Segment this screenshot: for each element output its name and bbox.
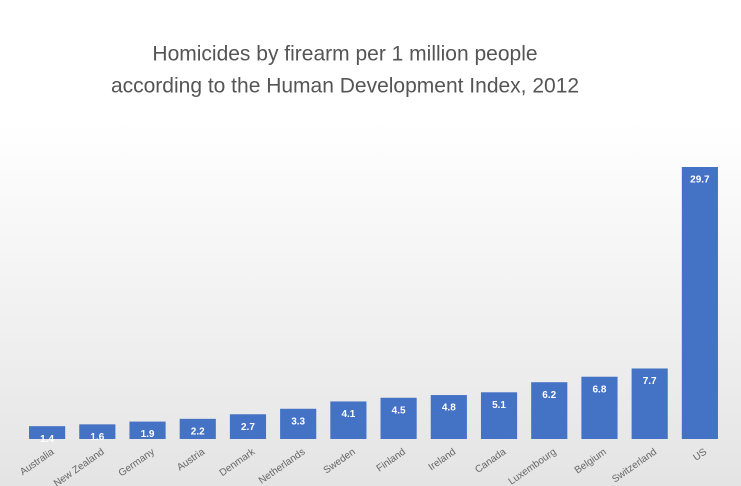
- bar: [380, 397, 417, 439]
- bar: [280, 408, 317, 439]
- value-label: 4.5: [392, 405, 406, 416]
- value-label: 29.7: [690, 175, 710, 186]
- value-label: 2.2: [191, 426, 205, 437]
- chart-title: according to the Human Development Index…: [111, 75, 579, 98]
- value-label: 5.1: [492, 400, 506, 411]
- bar: [631, 368, 668, 439]
- value-label: 1.9: [141, 429, 155, 440]
- value-label: 1.4: [40, 434, 54, 445]
- value-label: 6.2: [542, 390, 556, 401]
- bar: [681, 167, 718, 439]
- bar: [430, 395, 467, 439]
- value-label: 4.8: [442, 403, 456, 414]
- value-label: 4.1: [341, 409, 355, 420]
- bar: [29, 426, 66, 439]
- bar: [531, 382, 568, 439]
- bar: [229, 414, 267, 439]
- bar: [480, 392, 518, 439]
- value-label: 1.6: [90, 432, 104, 443]
- bar: [330, 401, 367, 439]
- bar: [581, 376, 618, 439]
- value-label: 7.7: [643, 376, 657, 387]
- bar: [79, 424, 116, 439]
- value-label: 3.3: [291, 416, 305, 427]
- bar: [129, 421, 166, 439]
- value-label: 6.8: [593, 384, 607, 395]
- chart-title: Homicides by firearm per 1 million peopl…: [152, 43, 537, 66]
- value-label: 2.7: [241, 422, 255, 433]
- bar: [179, 418, 216, 439]
